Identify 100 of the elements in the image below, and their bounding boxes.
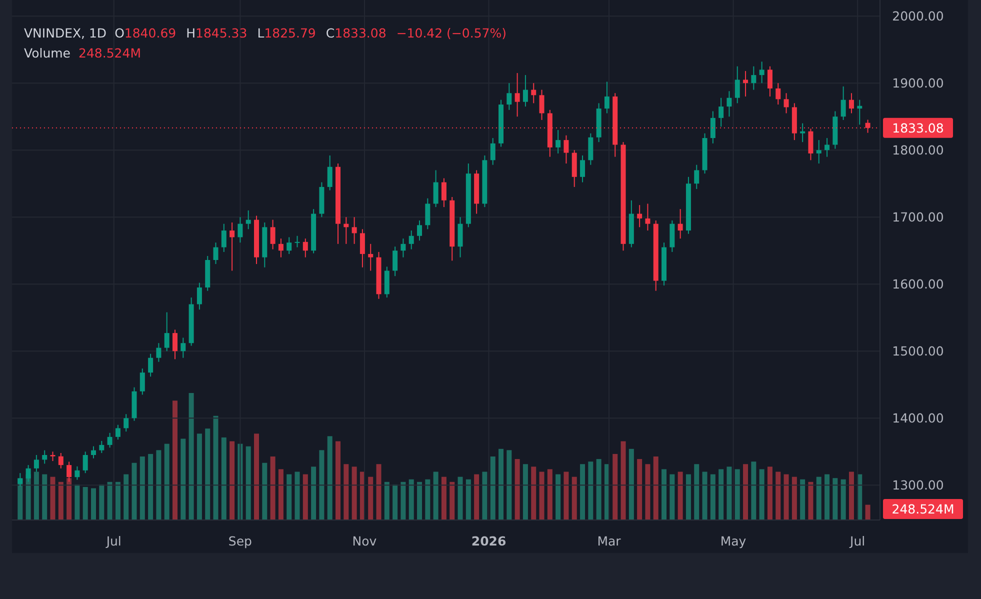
annotation: C1833.08 bbox=[326, 25, 386, 40]
bar bbox=[710, 474, 716, 520]
bar bbox=[425, 479, 430, 520]
candlestick bbox=[848, 92, 854, 114]
bar bbox=[99, 484, 104, 520]
candlestick bbox=[238, 216, 243, 244]
bar bbox=[572, 476, 577, 520]
candlestick bbox=[74, 466, 80, 480]
bar bbox=[278, 469, 284, 520]
annotation: H1845.33 bbox=[186, 25, 248, 40]
candlestick bbox=[645, 203, 650, 232]
bar bbox=[230, 441, 235, 520]
bar bbox=[784, 474, 789, 520]
bar bbox=[50, 476, 56, 520]
bar bbox=[441, 476, 446, 520]
bar bbox=[376, 464, 382, 520]
candlestick bbox=[678, 208, 683, 240]
bar bbox=[734, 469, 740, 520]
text: VNINDEX, 1D bbox=[24, 25, 107, 40]
candlestick bbox=[718, 97, 724, 128]
bar bbox=[450, 482, 455, 520]
candlestick bbox=[172, 329, 178, 360]
bar bbox=[352, 466, 357, 520]
y-tick-label: 1300.00 bbox=[892, 478, 944, 493]
bar bbox=[221, 437, 226, 520]
candlestick bbox=[278, 238, 284, 258]
bar bbox=[42, 474, 48, 520]
candlestick bbox=[490, 138, 496, 166]
bar bbox=[474, 474, 480, 520]
x-tick-label: 2026 bbox=[471, 533, 506, 548]
y-tick-label: 1700.00 bbox=[892, 209, 944, 224]
bar bbox=[588, 462, 594, 520]
bar bbox=[262, 462, 268, 520]
bar bbox=[759, 469, 764, 520]
bar bbox=[718, 469, 724, 520]
candlestick bbox=[417, 220, 422, 242]
bar bbox=[294, 472, 300, 520]
bar bbox=[670, 474, 675, 520]
bar bbox=[824, 474, 830, 520]
candlestick bbox=[425, 198, 430, 230]
candlestick bbox=[91, 446, 96, 459]
candlestick bbox=[776, 82, 781, 106]
candlestick bbox=[531, 82, 536, 104]
bar bbox=[327, 436, 332, 520]
bar bbox=[564, 472, 569, 520]
bar bbox=[726, 466, 732, 520]
candlestick bbox=[800, 122, 806, 143]
x-tick-label: Sep bbox=[228, 533, 252, 548]
candlestick bbox=[294, 235, 300, 248]
annotation: O1840.69 bbox=[114, 25, 176, 40]
annotation: 248.524M bbox=[78, 45, 141, 60]
bar bbox=[246, 446, 251, 520]
candlestick bbox=[564, 134, 569, 164]
bar bbox=[832, 478, 838, 520]
bar bbox=[702, 472, 708, 520]
bar bbox=[433, 472, 438, 520]
annotation: L1825.79 bbox=[257, 25, 316, 40]
ref-line-label: 1833.08 bbox=[892, 120, 944, 136]
candlestick bbox=[384, 266, 390, 298]
candlestick bbox=[50, 451, 56, 462]
candlestick bbox=[458, 216, 463, 258]
candlestick bbox=[213, 242, 218, 265]
candlestick bbox=[857, 99, 862, 126]
bar bbox=[392, 484, 398, 520]
candlestick bbox=[107, 432, 112, 448]
bar bbox=[776, 472, 781, 520]
bar bbox=[156, 450, 162, 520]
candlestick bbox=[360, 228, 365, 268]
candlestick bbox=[670, 220, 675, 252]
candlestick bbox=[221, 223, 226, 252]
bar bbox=[164, 444, 170, 520]
candlestick bbox=[82, 451, 88, 474]
candlestick bbox=[286, 236, 292, 254]
bar bbox=[816, 476, 822, 520]
bar bbox=[115, 482, 120, 520]
bar bbox=[213, 416, 218, 520]
bar bbox=[556, 474, 561, 520]
bar bbox=[254, 434, 260, 520]
candlestick bbox=[743, 70, 748, 97]
bar bbox=[196, 434, 202, 520]
bar bbox=[531, 466, 536, 520]
bar bbox=[91, 488, 96, 520]
candlestick bbox=[441, 178, 446, 208]
y-tick-label: 1900.00 bbox=[892, 75, 944, 90]
bar bbox=[645, 464, 650, 520]
candlestick bbox=[392, 246, 398, 277]
candlestick bbox=[230, 222, 235, 272]
bar bbox=[662, 469, 667, 520]
candlestick bbox=[58, 452, 64, 469]
bar bbox=[800, 479, 806, 520]
bar bbox=[865, 504, 870, 520]
bar bbox=[34, 472, 39, 520]
candlestick bbox=[140, 368, 145, 396]
candlestick bbox=[164, 312, 170, 352]
bar bbox=[124, 474, 129, 520]
bar bbox=[180, 438, 186, 520]
bar bbox=[628, 448, 634, 520]
x-tick-label: Jul bbox=[105, 533, 122, 548]
bar bbox=[743, 464, 748, 520]
annotation: −10.42 (−0.57%) bbox=[396, 25, 506, 40]
